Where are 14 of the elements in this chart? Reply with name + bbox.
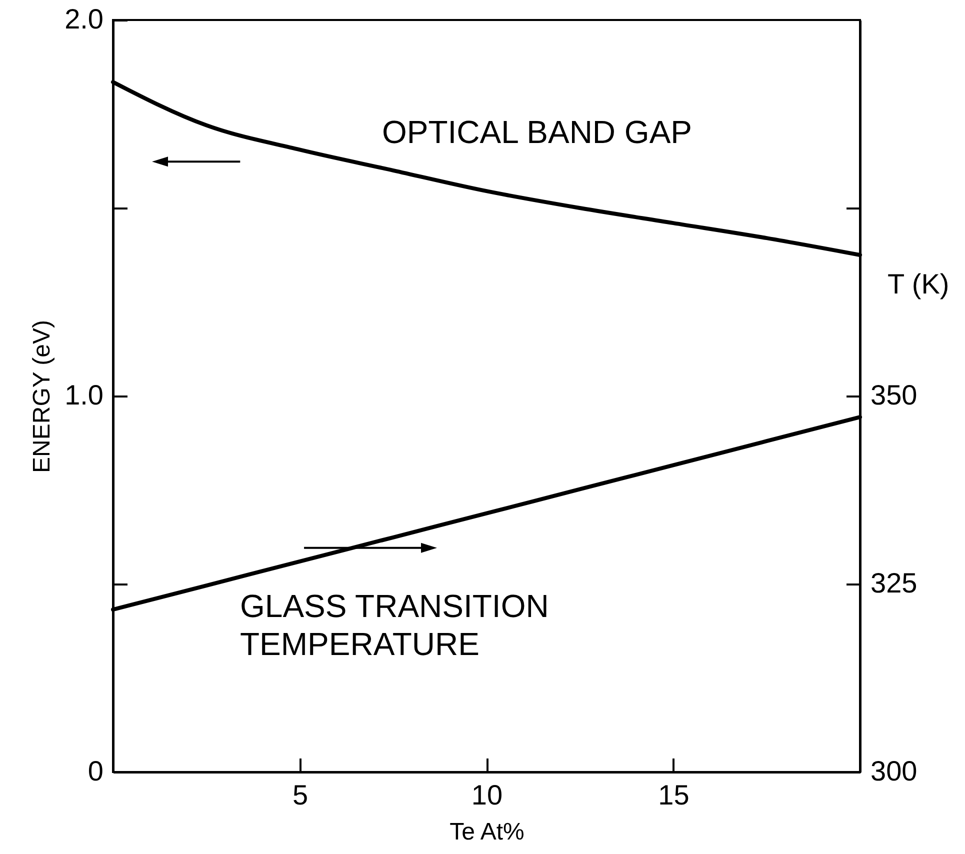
y2-tick-label: 325 — [870, 568, 918, 598]
annotation: GLASS TRANSITION TEMPERATURE — [240, 588, 549, 662]
y-tick-label: 2.0 — [64, 4, 104, 34]
y-axis-title: ENERGY (eV) — [28, 320, 56, 473]
y2-axis-title: T (K) — [888, 268, 950, 300]
x-tick-label: 15 — [658, 780, 690, 810]
y2-tick-label: 350 — [870, 380, 918, 410]
y-tick-label: 1.0 — [64, 380, 104, 410]
x-tick-label: 10 — [471, 780, 503, 810]
y-tick-label: 0 — [88, 756, 104, 786]
x-axis-title: Te At% — [450, 818, 524, 846]
x-tick-label: 5 — [292, 780, 308, 810]
y2-tick-label: 300 — [870, 756, 918, 786]
annotation: OPTICAL BAND GAP — [382, 114, 692, 150]
